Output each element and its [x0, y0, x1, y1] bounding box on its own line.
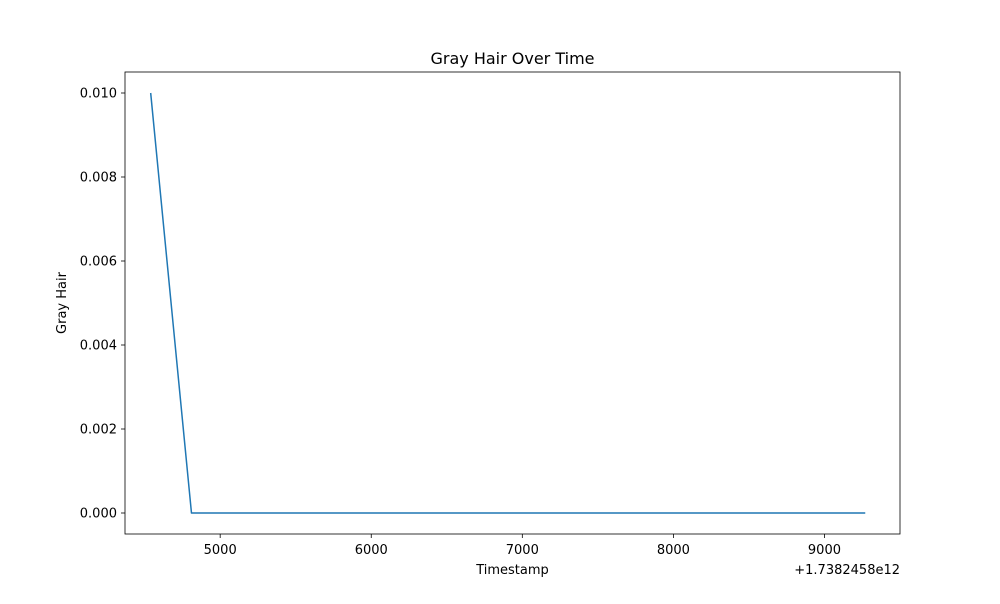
x-tick-label: 7000: [506, 543, 539, 558]
y-tick-label: 0.000: [80, 507, 117, 522]
y-tick-label: 0.008: [80, 171, 117, 186]
x-axis-label: Timestamp: [475, 563, 549, 578]
plot-background: [125, 72, 900, 534]
chart-title: Gray Hair Over Time: [430, 49, 594, 68]
y-tick-label: 0.004: [80, 339, 117, 354]
plot-area: [125, 72, 900, 534]
axes: 5000 6000 7000 8000 9000 0.000 0.002 0.004 0.006…: [80, 71, 901, 558]
series-line-1: [149, 92, 866, 514]
y-tick-label: 0.002: [80, 423, 117, 438]
x-tick-label: 8000: [657, 543, 690, 558]
y-tick-label: 0.010: [80, 87, 117, 102]
x-tick-label: 9000: [808, 543, 841, 558]
x-tick-label: 6000: [355, 543, 388, 558]
x-axis-offset-label: +1.7382458e12: [794, 563, 900, 578]
axes-frame: [124, 71, 901, 535]
x-tick-label: 5000: [204, 543, 237, 558]
y-tick-label: 0.006: [80, 255, 117, 270]
y-axis-label: Gray Hair: [55, 271, 70, 334]
